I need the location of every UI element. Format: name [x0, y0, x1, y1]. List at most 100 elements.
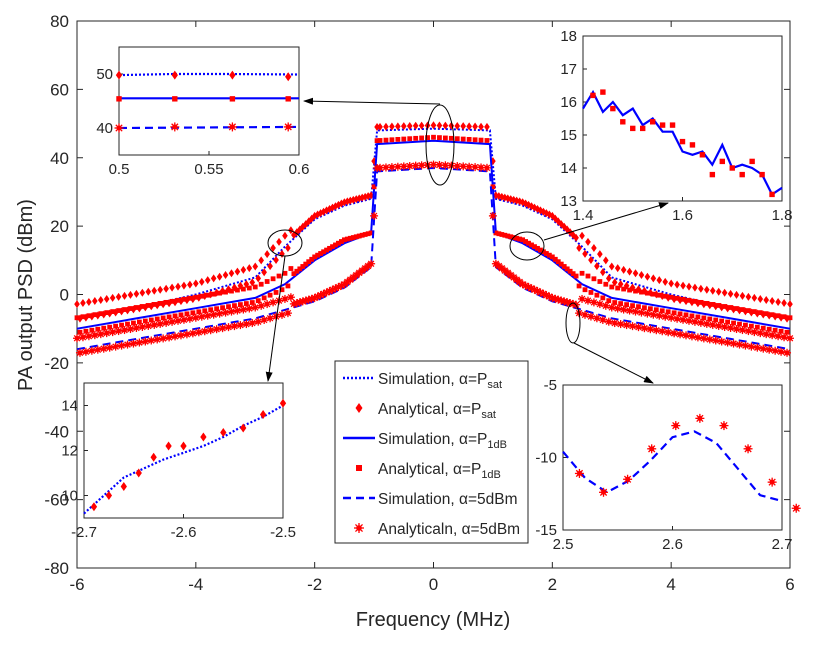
- series-marker-3: [437, 135, 442, 140]
- inset-bottom-left-marker-0: [220, 428, 227, 437]
- series-marker-3: [656, 292, 662, 298]
- inset-top-left-x-tick-label: 0.55: [194, 161, 223, 178]
- series-marker-5: [586, 312, 595, 321]
- inset-bottom-right-y-tick-label: -10: [535, 450, 557, 467]
- series-marker-5: [144, 321, 153, 330]
- series-marker-5: [643, 309, 652, 318]
- series-marker-3: [196, 309, 202, 315]
- inset-top-right-marker-0: [640, 125, 646, 132]
- series-marker-1: [668, 279, 674, 288]
- series-marker-3: [541, 249, 546, 255]
- series-marker-1: [335, 200, 342, 209]
- series-marker-5: [670, 329, 679, 338]
- series-marker-1: [727, 289, 734, 298]
- series-marker-5-ray: [246, 305, 253, 312]
- series-marker-5-ray: [150, 321, 158, 329]
- series-marker-5-ray: [85, 332, 93, 340]
- series-marker-1: [715, 287, 722, 296]
- series-marker-5: [174, 316, 183, 325]
- series-marker-3: [80, 314, 86, 320]
- series-marker-3: [585, 273, 591, 279]
- series-marker-1: [603, 256, 609, 265]
- series-marker-5: [87, 346, 96, 355]
- legend-label-2: Simulation, α=P1dB: [378, 431, 507, 451]
- x-tick-label: -4: [188, 575, 203, 594]
- series-marker-3: [107, 324, 113, 330]
- series-marker-1: [320, 207, 327, 216]
- series-marker-5-ray: [248, 319, 256, 327]
- series-marker-5: [156, 319, 165, 328]
- series-marker-5: [429, 160, 438, 169]
- series-marker-5: [93, 345, 102, 354]
- inset-top-left-marker-2: [114, 123, 124, 133]
- series-marker-3: [339, 239, 344, 244]
- series-marker-5-ray: [673, 315, 681, 323]
- series-marker-5: [185, 314, 194, 323]
- zoom-arrow-bottom-right: [573, 342, 654, 384]
- series-marker-5-ray: [133, 324, 140, 332]
- inset-top-right-marker-0: [739, 171, 745, 178]
- inset-top-right-marker-0: [769, 191, 775, 198]
- series-marker-5: [661, 312, 670, 321]
- series-marker-5: [165, 333, 174, 342]
- series-marker-5-ray: [430, 161, 437, 168]
- x-tick-label: 4: [666, 575, 675, 594]
- series-marker-5-ray: [783, 349, 791, 357]
- series-marker-5-ray: [234, 307, 241, 314]
- series-marker-1: [261, 268, 267, 277]
- series-marker-5: [370, 211, 379, 220]
- series-marker-5-ray: [762, 330, 770, 338]
- series-marker-1: [582, 249, 588, 258]
- series-marker-1: [736, 306, 743, 315]
- series-marker-5: [482, 163, 491, 172]
- series-marker-1: [368, 191, 374, 200]
- series-marker-3: [145, 303, 151, 308]
- series-marker-3: [757, 310, 763, 316]
- series-marker-5: [771, 346, 780, 355]
- series-marker-5: [753, 343, 762, 352]
- series-marker-5-ray: [638, 309, 645, 316]
- inset-bottom-left-y-tick-label: 14: [61, 398, 78, 415]
- series-marker-5: [141, 337, 150, 346]
- series-marker-5: [738, 326, 747, 335]
- series-marker-3: [784, 329, 790, 335]
- series-marker-5: [589, 298, 598, 307]
- series-marker-1: [210, 274, 217, 283]
- series-marker-1: [201, 292, 208, 301]
- series-marker-3: [139, 304, 145, 309]
- legend-label-0: Simulation, α=Psat: [378, 371, 502, 391]
- series-marker-5-ray: [195, 328, 203, 336]
- inset-top-right-marker-0: [610, 105, 616, 112]
- series-marker-5: [777, 347, 786, 356]
- series-marker-1: [252, 262, 259, 271]
- series-marker-1: [763, 295, 770, 304]
- series-marker-3: [558, 261, 564, 267]
- series-marker-1: [585, 237, 591, 246]
- inset-bottom-right-y-tick-label: -5: [544, 377, 557, 394]
- y-tick-label: 80: [50, 12, 69, 31]
- series-marker-5: [699, 334, 708, 343]
- series-marker-1: [267, 262, 273, 271]
- series-marker-5: [105, 343, 114, 352]
- series-marker-5: [690, 317, 699, 326]
- series-marker-5-ray: [543, 291, 550, 299]
- inset-bottom-left-marker-0: [259, 410, 267, 419]
- series-marker-5-ray: [635, 323, 642, 331]
- inset-bottom-right-marker-0-ray: [623, 475, 632, 483]
- series-marker-5: [283, 309, 292, 318]
- series-marker-5-ray: [186, 315, 194, 323]
- series-marker-5-ray: [676, 331, 684, 338]
- series-marker-5-ray: [670, 330, 678, 337]
- series-marker-1: [246, 264, 253, 273]
- series-marker-5-ray: [611, 319, 619, 327]
- series-marker-3: [291, 271, 297, 277]
- series-marker-3: [454, 136, 460, 142]
- series-marker-3: [781, 314, 787, 320]
- series-marker-5-ray: [757, 329, 764, 337]
- series-marker-5-ray: [127, 325, 134, 333]
- series-marker-3: [116, 308, 121, 313]
- series-marker-3: [306, 259, 312, 265]
- series-marker-3: [606, 298, 612, 304]
- series-marker-5: [631, 307, 640, 316]
- series-marker-5-ray: [225, 323, 232, 331]
